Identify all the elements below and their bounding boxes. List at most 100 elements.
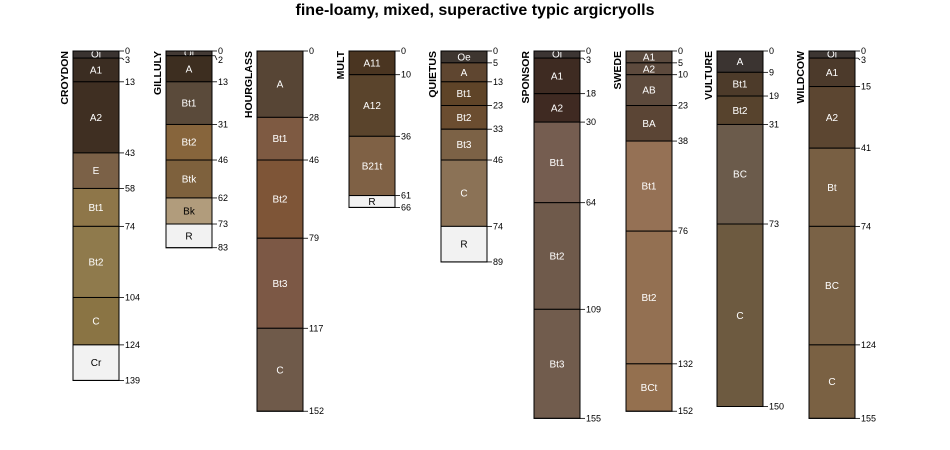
horizon-label: Bt1 bbox=[641, 182, 656, 193]
depth-label: 23 bbox=[493, 101, 503, 111]
profile-name: SPONSOR bbox=[520, 51, 532, 104]
horizon-label: A2 bbox=[90, 113, 103, 124]
horizon-label: Cr bbox=[91, 358, 102, 369]
profile-name: CROYDON bbox=[59, 51, 71, 105]
depth-label: 152 bbox=[309, 406, 324, 416]
depth-label: 43 bbox=[125, 148, 135, 158]
depth-label: 0 bbox=[125, 46, 130, 56]
horizon-label: A1 bbox=[643, 52, 656, 63]
profile-name: GILLULY bbox=[152, 51, 164, 95]
horizon-label: A2 bbox=[826, 113, 839, 124]
horizon-label: Bt3 bbox=[456, 140, 471, 151]
depth-label: 64 bbox=[586, 198, 596, 208]
profile-gilluly: GILLULY Oi A Bt1 Bt2 Btk Bk R 02 13 31 46 62 73 83 bbox=[152, 46, 228, 253]
horizon-label: A11 bbox=[363, 58, 380, 69]
horizon-label: Bt3 bbox=[549, 359, 564, 370]
depth-label: 15 bbox=[861, 82, 871, 92]
horizon-label: Oi bbox=[552, 50, 562, 61]
depth-label: 76 bbox=[678, 226, 688, 236]
depth-label: 23 bbox=[678, 101, 688, 111]
horizon-label: Bt2 bbox=[641, 293, 656, 304]
depth-label: 0 bbox=[401, 46, 406, 56]
depth-label: 9 bbox=[769, 67, 774, 77]
horizon-label: Bt1 bbox=[272, 134, 287, 145]
horizon-label: C bbox=[276, 365, 283, 376]
depth-label: 31 bbox=[218, 119, 228, 129]
depth-label: 3 bbox=[861, 55, 866, 65]
depth-label: 0 bbox=[586, 46, 591, 56]
depth-label: 0 bbox=[769, 46, 774, 56]
horizon-label: Oi bbox=[91, 50, 101, 61]
depth-label: 79 bbox=[309, 233, 319, 243]
depth-label: 13 bbox=[125, 77, 135, 87]
horizon-label: BC bbox=[825, 281, 839, 292]
profile-name: WILDCOW bbox=[795, 51, 807, 104]
depth-label: 61 bbox=[401, 191, 411, 201]
horizon-label: Bt2 bbox=[272, 195, 287, 206]
profile-border bbox=[256, 50, 304, 412]
horizon-c bbox=[72, 296, 120, 346]
horizon-label: A1 bbox=[90, 65, 103, 76]
horizon-label: A2 bbox=[643, 64, 656, 75]
horizon-bt1 bbox=[72, 187, 120, 227]
depth-label: 155 bbox=[586, 413, 601, 423]
horizon-label: Oe bbox=[457, 52, 471, 63]
horizon-a bbox=[165, 55, 213, 83]
depth-label: 5 bbox=[493, 58, 498, 68]
horizon-label: B21t bbox=[362, 161, 383, 172]
horizon-label: A1 bbox=[826, 68, 839, 79]
horizon-a12 bbox=[348, 74, 396, 137]
horizon-cr bbox=[72, 344, 120, 381]
profile-croydon: CROYDON Oi A1 A2 E Bt1 Bt2 C Cr 03 13 43 58 74 104 124 1… bbox=[59, 46, 140, 385]
horizon-label: Bt1 bbox=[549, 158, 564, 169]
depth-label: 117 bbox=[309, 323, 323, 333]
horizon-label: A2 bbox=[551, 103, 564, 114]
horizon-label: E bbox=[93, 166, 100, 177]
horizon-label: BA bbox=[642, 119, 656, 130]
horizon-label: R bbox=[460, 240, 467, 251]
horizon-e bbox=[72, 152, 120, 189]
depth-label: 46 bbox=[493, 155, 503, 165]
depth-label: 3 bbox=[586, 55, 591, 65]
depth-label: 13 bbox=[493, 77, 503, 87]
depth-label: 132 bbox=[678, 359, 693, 369]
horizon-label: A bbox=[737, 57, 744, 68]
depth-label: 31 bbox=[769, 119, 779, 129]
depth-tick bbox=[119, 57, 125, 61]
horizon-label: C bbox=[828, 377, 835, 388]
depth-label: 46 bbox=[218, 155, 228, 165]
profile-name: HOURGLASS bbox=[243, 51, 255, 118]
horizon-label: Bt1 bbox=[732, 80, 747, 91]
depth-label: 3 bbox=[125, 55, 130, 65]
depth-label: 62 bbox=[218, 193, 228, 203]
profile-name: VULTURE bbox=[703, 51, 715, 100]
profile-wildcow: WILDCOW Oi A1 A2 Bt BC C 03 15 41 74 124 155 bbox=[795, 46, 876, 423]
profile-border bbox=[72, 50, 120, 381]
depth-label: 41 bbox=[861, 143, 871, 153]
profile-name: SWEDE bbox=[612, 51, 624, 90]
depth-label: 2 bbox=[218, 55, 223, 65]
profile-quietus: QUIETUS Oe A Bt1 Bt2 Bt3 C R 0 5 13 23 33 46 74 89 bbox=[427, 46, 503, 267]
horizon-label: R bbox=[368, 197, 375, 208]
profile-border bbox=[533, 50, 581, 419]
profile-border bbox=[440, 50, 488, 263]
depth-label: 0 bbox=[309, 46, 314, 56]
horizon-label: Bt2 bbox=[88, 257, 103, 268]
horizon-label: Bt2 bbox=[732, 106, 747, 117]
horizon-bt bbox=[808, 147, 856, 227]
horizon-c bbox=[808, 344, 856, 419]
horizon-label: A1 bbox=[551, 71, 564, 82]
horizon-label: Bt2 bbox=[456, 113, 471, 124]
horizon-c bbox=[716, 223, 764, 407]
horizon-label: Bt2 bbox=[181, 138, 196, 149]
horizon-label: Oi bbox=[184, 48, 194, 59]
chart-title: fine-loamy, mixed, superactive typic arg… bbox=[295, 2, 655, 19]
horizon-label: Oi bbox=[827, 50, 837, 61]
horizon-label: R bbox=[185, 231, 192, 242]
horizon-label: Bk bbox=[183, 206, 196, 217]
depth-label: 124 bbox=[861, 340, 876, 350]
depth-label: 152 bbox=[678, 406, 693, 416]
